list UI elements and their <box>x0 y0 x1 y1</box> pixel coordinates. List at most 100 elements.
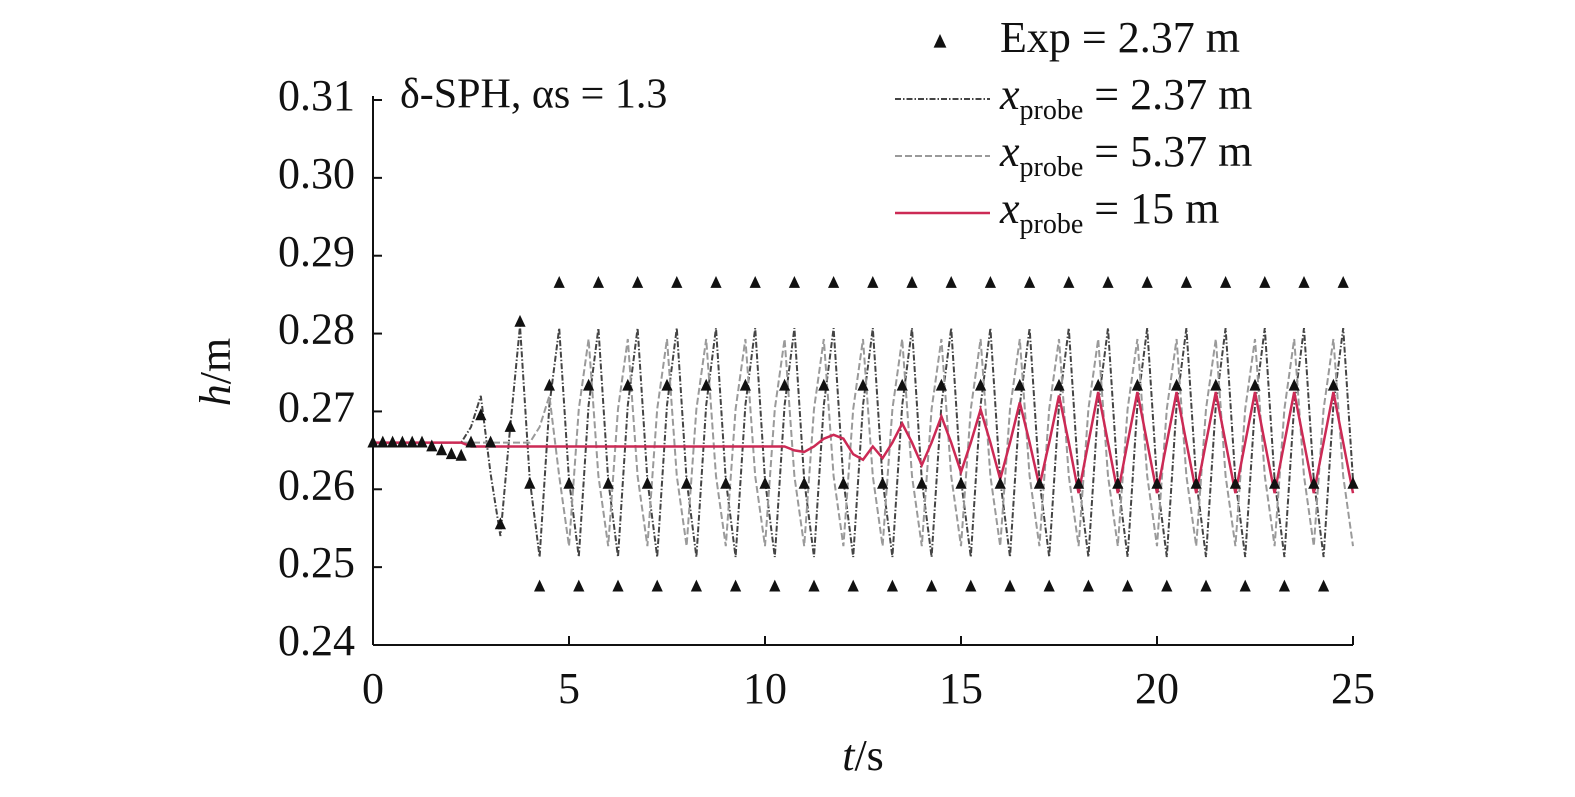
data-point <box>847 579 859 592</box>
data-point <box>377 435 389 448</box>
data-point <box>759 476 771 489</box>
data-point <box>1220 275 1232 288</box>
data-point <box>906 275 918 288</box>
x-tick-label: 5 <box>558 664 580 713</box>
legend-label: xprobe = 2.37 m <box>999 70 1252 126</box>
y-tick-label: 0.30 <box>278 149 355 198</box>
data-point <box>1033 476 1045 489</box>
data-point <box>1308 476 1320 489</box>
y-tick-label: 0.28 <box>278 305 355 354</box>
data-point <box>710 275 722 288</box>
data-point <box>583 378 595 391</box>
y-tick-label: 0.24 <box>278 616 355 665</box>
y-tick-label: 0.27 <box>278 383 355 432</box>
data-point <box>867 275 879 288</box>
data-point <box>935 378 947 391</box>
data-point <box>896 378 908 391</box>
data-point <box>485 435 497 448</box>
data-line <box>373 325 1354 558</box>
data-point <box>1210 378 1222 391</box>
data-point <box>445 447 457 460</box>
data-point <box>828 275 840 288</box>
x-tick-label: 20 <box>1135 664 1179 713</box>
data-point <box>1112 476 1124 489</box>
x-tick-label: 25 <box>1331 664 1375 713</box>
data-point <box>916 476 928 489</box>
data-point <box>798 476 810 489</box>
data-point <box>720 476 732 489</box>
data-point <box>1092 378 1104 391</box>
x-tick-label: 15 <box>939 664 983 713</box>
data-point <box>632 275 644 288</box>
x-axis-label: t/s <box>842 731 884 780</box>
data-point <box>553 275 565 288</box>
data-point <box>1024 275 1036 288</box>
data-point <box>534 579 546 592</box>
data-point <box>1102 275 1114 288</box>
data-point <box>592 275 604 288</box>
y-tick-label: 0.31 <box>278 71 355 120</box>
data-point <box>455 448 467 461</box>
data-point <box>877 476 889 489</box>
data-point <box>1082 579 1094 592</box>
data-point <box>1053 378 1065 391</box>
data-line <box>373 391 1355 494</box>
data-point <box>994 476 1006 489</box>
data-point <box>690 579 702 592</box>
data-point <box>504 420 516 432</box>
data-point <box>945 275 957 288</box>
data-point <box>514 314 526 327</box>
data-point <box>965 579 977 592</box>
data-point <box>1190 476 1202 489</box>
y-tick-label: 0.29 <box>278 227 355 276</box>
data-point <box>622 378 634 391</box>
data-point <box>406 435 418 448</box>
x-tick-label: 0 <box>362 664 384 713</box>
data-point <box>1141 275 1153 288</box>
data-point <box>837 476 849 489</box>
data-point <box>1327 378 1339 391</box>
data-point <box>1073 476 1085 489</box>
y-tick-label: 0.25 <box>278 538 355 587</box>
data-point <box>1014 378 1026 391</box>
data-point <box>730 579 742 592</box>
data-point <box>524 476 536 489</box>
legend-label: xprobe = 5.37 m <box>999 127 1252 183</box>
data-point <box>1288 378 1300 391</box>
data-point <box>779 378 791 391</box>
y-axis-label: h/m <box>191 338 240 406</box>
data-point <box>1347 476 1359 489</box>
data-point <box>681 476 693 489</box>
data-point <box>387 435 399 448</box>
chart-title: δ-SPH, αs = 1.3 <box>400 72 667 118</box>
data-point <box>1151 476 1163 489</box>
data-point <box>926 579 938 592</box>
data-point <box>396 435 408 448</box>
data-point <box>769 579 781 592</box>
data-point <box>975 378 987 391</box>
data-point <box>494 517 506 530</box>
data-point <box>1180 275 1192 288</box>
data-point <box>416 435 428 448</box>
data-point <box>543 378 555 391</box>
data-point <box>886 579 898 592</box>
data-point <box>465 435 477 448</box>
data-point <box>1004 579 1016 592</box>
data-point <box>671 275 683 288</box>
data-point <box>749 275 761 288</box>
data-point <box>1131 378 1143 391</box>
data-point <box>661 378 673 391</box>
data-point <box>1259 275 1271 288</box>
data-point <box>367 435 379 448</box>
data-point <box>1269 476 1281 489</box>
data-point <box>1171 378 1183 391</box>
data-point <box>436 443 448 456</box>
data-point <box>651 579 663 592</box>
data-point <box>808 579 820 592</box>
data-point <box>602 476 614 489</box>
y-tick-label: 0.26 <box>278 460 355 509</box>
data-point <box>1278 579 1290 592</box>
data-point <box>426 439 438 452</box>
data-point <box>1318 579 1330 592</box>
